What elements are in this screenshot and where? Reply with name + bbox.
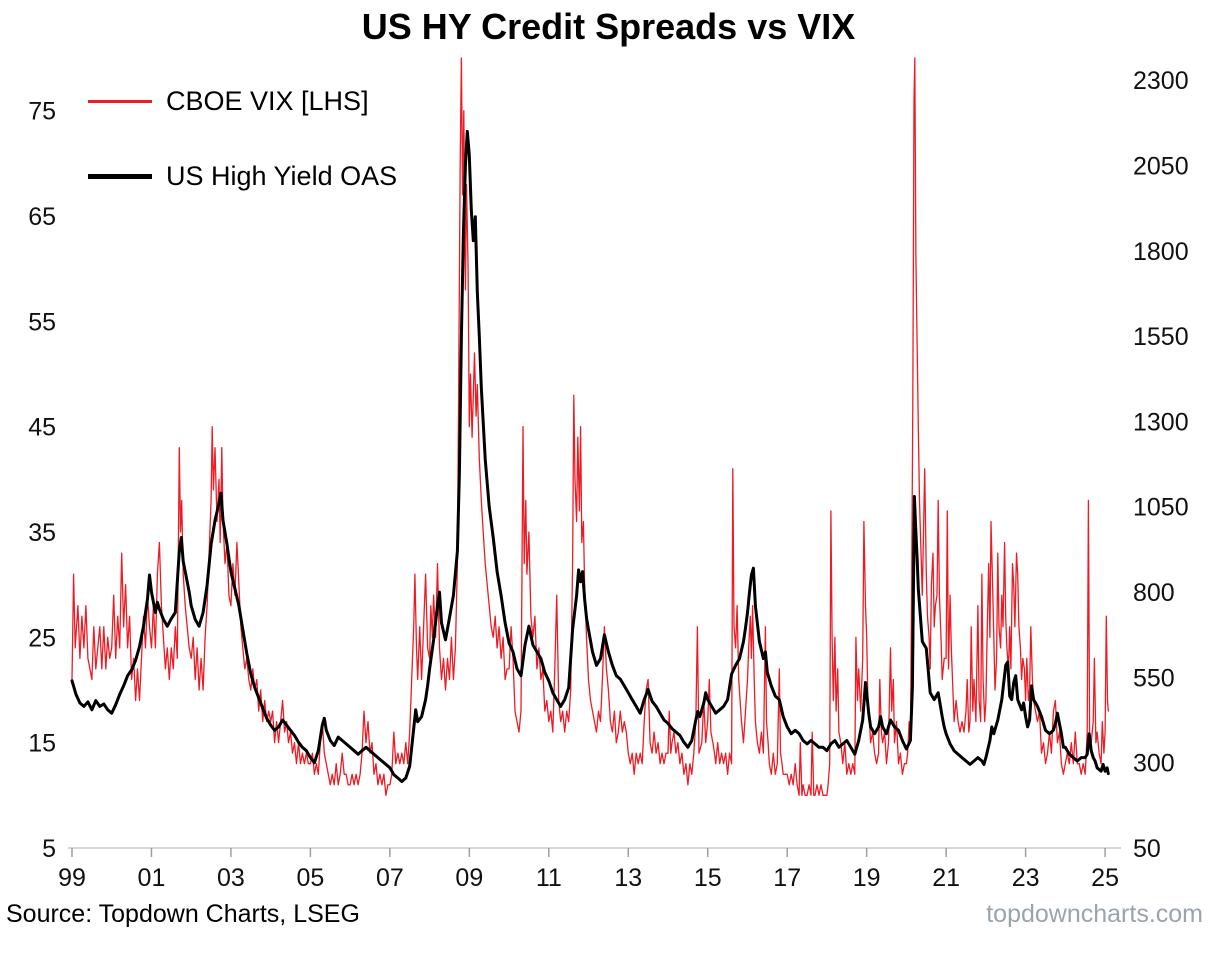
x-tick-label: 23 bbox=[1012, 864, 1040, 892]
x-tick-label: 21 bbox=[932, 864, 960, 892]
left-tick-label: 65 bbox=[28, 203, 56, 231]
source-text: Source: Topdown Charts, LSEG bbox=[6, 900, 360, 928]
x-tick-label: 15 bbox=[694, 864, 722, 892]
left-tick-label: 25 bbox=[28, 624, 56, 652]
x-tick-label: 03 bbox=[217, 864, 245, 892]
x-tick-label: 13 bbox=[614, 864, 642, 892]
watermark: topdowncharts.com bbox=[986, 900, 1203, 928]
chart-title: US HY Credit Spreads vs VIX bbox=[361, 6, 856, 47]
right-tick-label: 800 bbox=[1133, 579, 1175, 607]
chart-area: 99 01 03 05 07 09 11 13 15 17 19 21 23 25 5 15 25 35 45 55 6… bbox=[0, 48, 1217, 898]
right-tick-label: 1300 bbox=[1133, 408, 1189, 436]
x-tick-label: 11 bbox=[536, 864, 562, 892]
left-tick-label: 45 bbox=[28, 414, 56, 442]
left-tick-label: 35 bbox=[28, 519, 56, 547]
right-tick-label: 1800 bbox=[1133, 238, 1189, 266]
legend-item-oas: US High Yield OAS bbox=[88, 161, 397, 192]
legend-item-vix: CBOE VIX [LHS] bbox=[88, 86, 397, 117]
x-tick-label: 05 bbox=[296, 864, 324, 892]
chart-svg: 99 01 03 05 07 09 11 13 15 17 19 21 23 25 5 15 25 35 45 55 6… bbox=[28, 57, 1189, 892]
right-tick-label: 2050 bbox=[1133, 152, 1189, 180]
oas-line bbox=[70, 129, 1110, 783]
right-tick-label: 50 bbox=[1133, 835, 1161, 863]
footer: Source: Topdown Charts, LSEG topdownchar… bbox=[0, 900, 1217, 929]
chart-legend: CBOE VIX [LHS] US High Yield OAS bbox=[88, 86, 397, 236]
right-tick-label: 1050 bbox=[1133, 494, 1189, 522]
right-tick-label: 550 bbox=[1133, 664, 1175, 692]
left-tick-label: 55 bbox=[28, 308, 56, 336]
left-tick-label: 15 bbox=[28, 730, 56, 758]
x-tick-label: 99 bbox=[58, 864, 86, 892]
x-tick-label: 07 bbox=[376, 864, 404, 892]
vix-line bbox=[71, 57, 1109, 796]
right-tick-label: 1550 bbox=[1133, 323, 1189, 351]
legend-label-oas: US High Yield OAS bbox=[166, 161, 398, 191]
right-tick-label: 2300 bbox=[1133, 67, 1189, 95]
vix-line-swatch bbox=[88, 100, 152, 103]
oas-line-swatch bbox=[88, 174, 152, 179]
x-tick-label: 09 bbox=[455, 864, 483, 892]
x-tick-label: 25 bbox=[1091, 864, 1119, 892]
x-tick-label: 19 bbox=[853, 864, 881, 892]
left-tick-label: 75 bbox=[28, 98, 56, 126]
right-tick-label: 300 bbox=[1133, 750, 1175, 778]
legend-label-vix: CBOE VIX [LHS] bbox=[166, 86, 369, 116]
x-tick-label: 01 bbox=[138, 864, 166, 892]
left-tick-label: 5 bbox=[42, 835, 56, 863]
x-tick-label: 17 bbox=[773, 864, 801, 892]
